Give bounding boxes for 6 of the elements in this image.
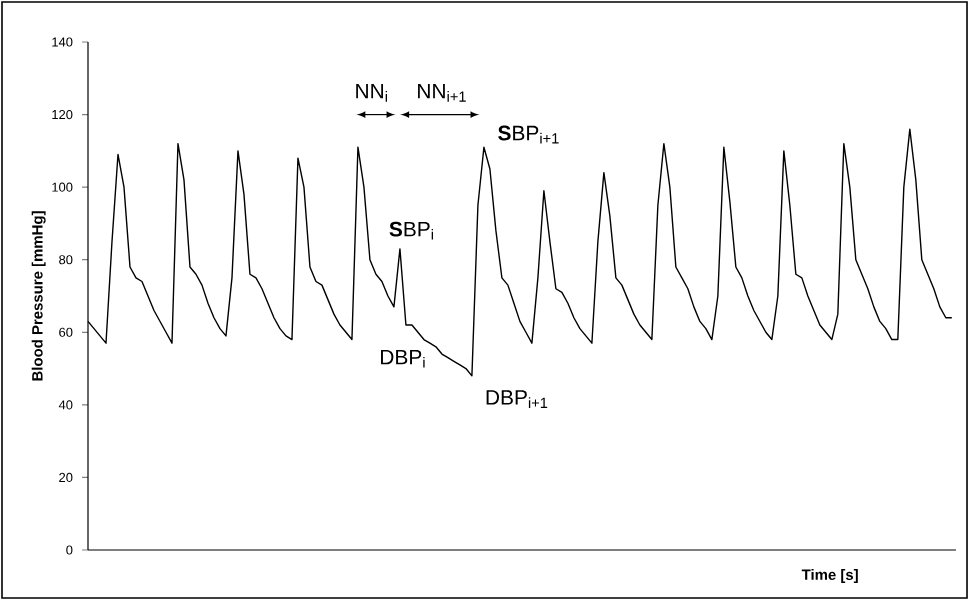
annotation: NN$_{i}$ — [356, 83, 387, 102]
annotation: NN$_{i+1}$ — [418, 83, 466, 102]
annotation: DBP$_{i}$ — [381, 349, 425, 368]
annotation: DBP$_{i+1}$ — [486, 390, 548, 408]
annotation: SBP$_{i+1}$ — [498, 125, 559, 144]
annotation: SBP$_{i}$ — [389, 221, 434, 240]
